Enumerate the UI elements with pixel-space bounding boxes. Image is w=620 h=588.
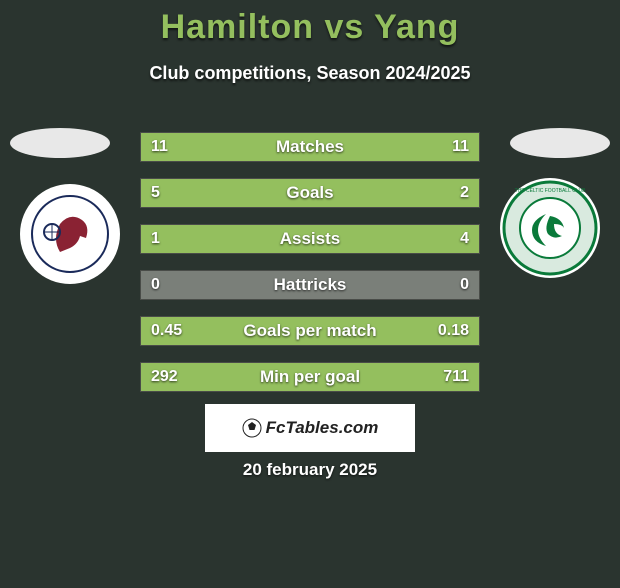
stat-label: Hattricks [141,271,479,299]
stat-label: Goals [141,179,479,207]
club-crest-right: THE CELTIC FOOTBALL CLUB [500,178,600,278]
stat-value-right: 11 [442,133,479,161]
stat-value-right: 711 [433,363,479,391]
stat-row: Hattricks0 0 [140,270,480,300]
stat-value-right: 0 [450,271,479,299]
snapshot-date: 20 february 2025 [0,460,620,480]
stat-value-right: 2 [450,179,479,207]
stat-row: Goals per match0.450.18 [140,316,480,346]
stat-row: Assists1 4 [140,224,480,254]
footer-attribution: FcTables.com [205,404,415,452]
stat-bars: Matches11 11 Goals5 2 Assists1 4 Hattricks0 0 Go… [140,132,480,408]
celtic-icon: THE CELTIC FOOTBALL CLUB [502,180,598,276]
subtitle: Club competitions, Season 2024/2025 [0,63,620,84]
club-crest-left [20,184,120,284]
stat-row: Min per goal292 711 [140,362,480,392]
stat-value-left: 292 [141,363,188,391]
stat-row: Matches11 11 [140,132,480,162]
stat-label: Matches [141,133,479,161]
svg-text:THE CELTIC FOOTBALL CLUB: THE CELTIC FOOTBALL CLUB [515,188,587,194]
player-right-name: Yang [374,8,459,46]
brand-suffix: Tables.com [285,418,378,437]
comparison-title: Hamilton vs Yang [0,8,620,47]
stat-value-left: 11 [141,133,178,161]
shadow-ellipse-right [510,128,610,158]
brand-prefix: Fc [266,418,286,437]
stat-value-right: 0.18 [428,317,479,345]
shadow-ellipse-left [10,128,110,158]
stat-label: Min per goal [141,363,479,391]
player-left-name: Hamilton [161,8,314,46]
brand-text: FcTables.com [266,418,379,438]
vs-text: vs [324,8,364,46]
raith-rovers-icon [30,194,110,274]
stat-value-left: 1 [141,225,170,253]
stat-value-left: 0.45 [141,317,192,345]
stat-value-left: 5 [141,179,170,207]
soccer-ball-icon [242,418,262,438]
stat-label: Assists [141,225,479,253]
stat-value-left: 0 [141,271,170,299]
stat-row: Goals5 2 [140,178,480,208]
stat-value-right: 4 [450,225,479,253]
